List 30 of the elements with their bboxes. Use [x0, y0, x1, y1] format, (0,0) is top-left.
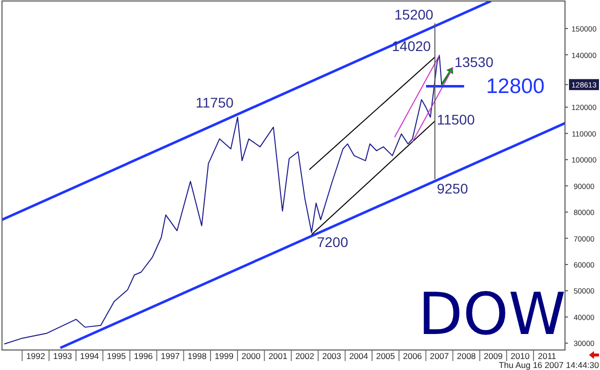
annotation: DOW	[418, 280, 566, 348]
x-tick-label: 1994	[80, 351, 100, 361]
annotation: 12800	[486, 75, 545, 98]
annotation: 11750	[196, 94, 234, 111]
x-tick-label: 2005	[376, 351, 396, 361]
x-tick-label: 1995	[106, 351, 126, 361]
x-tick-label: 1992	[26, 351, 46, 361]
x-tick-label: 1999	[214, 351, 234, 361]
annotation: 14020	[392, 38, 432, 54]
x-tick-label: 2001	[268, 351, 288, 361]
annotation: 15200	[394, 6, 434, 22]
x-tick-label: 1998	[188, 351, 207, 361]
x-tick-label: 2007	[430, 351, 450, 361]
x-tick-label: 2004	[349, 351, 368, 361]
text: Thu Aug 16 2007 14:44:30	[498, 360, 600, 370]
x-tick-label: 2006	[403, 351, 422, 361]
x-tick-label: 1996	[134, 351, 154, 361]
x-tick-label: 2000	[242, 351, 261, 361]
x-tick-label: 2010	[510, 351, 530, 361]
annotation: 11500	[436, 111, 475, 128]
x-tick-label: 2003	[322, 351, 342, 361]
annotation: 13530	[454, 54, 494, 70]
x-tick-label: 2009	[484, 351, 503, 361]
x-tick-label: 1993	[53, 351, 72, 361]
x-tick-label: 1997	[160, 351, 180, 361]
x-tick-label: 2011	[538, 351, 556, 361]
x-tick-label: 2008	[456, 351, 476, 361]
annotation: 7200	[317, 234, 348, 250]
annotation: 9250	[436, 180, 468, 196]
x-tick-label: 2002	[295, 351, 315, 361]
